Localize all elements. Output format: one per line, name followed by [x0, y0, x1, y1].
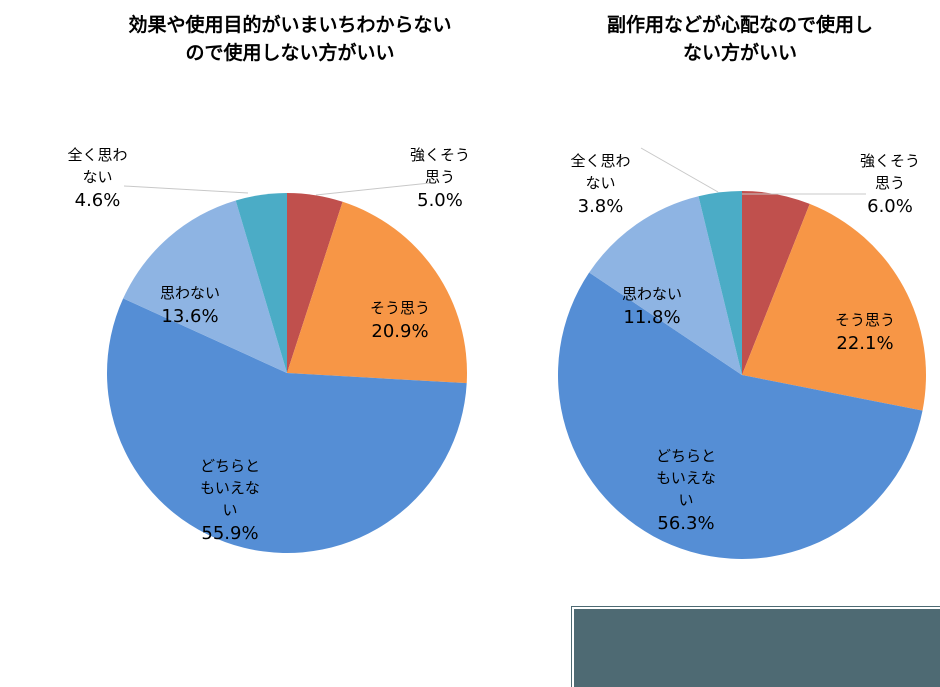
pie-slice-disagree — [123, 200, 287, 373]
label-disagree-left: 思わない 13.6% — [159, 284, 220, 327]
chart-title-right: 副作用などが心配なので使用し ない方がいい — [606, 14, 873, 64]
label-neutral-left: どちらと もいえな い 55.9% — [199, 457, 260, 544]
label-strongly-agree-left: 強くそう 思う 5.0% — [409, 146, 470, 211]
pie-slice-strongly-disagree — [698, 191, 742, 375]
pie-slice-strongly-agree — [287, 193, 343, 373]
leader-line — [123, 185, 249, 194]
leader-line — [315, 182, 431, 196]
label-agree-left: そう思う 20.9% — [369, 299, 430, 342]
label-neutral-right: どちらと もいえな い 56.3% — [655, 447, 716, 534]
pie-slice-disagree — [589, 196, 742, 375]
pie-slice-neutral — [558, 272, 923, 559]
pie-slice-agree — [742, 203, 926, 411]
label-disagree-right: 思わない 11.8% — [621, 285, 682, 328]
pie-slice-agree — [287, 201, 467, 384]
leader-line — [640, 147, 719, 193]
gray-panel-fill — [574, 609, 940, 687]
label-strongly-agree-right: 強くそう 思う 6.0% — [859, 152, 920, 217]
pie-slice-strongly-agree — [742, 191, 810, 375]
label-strongly-disagree-left: 全く思わ ない 4.6% — [67, 146, 128, 211]
gray-panel — [571, 606, 940, 687]
pie-chart-left — [107, 193, 467, 553]
pie-slice-strongly-disagree — [235, 193, 287, 373]
pie-slice-neutral — [107, 298, 467, 553]
label-agree-right: そう思う 22.1% — [834, 311, 895, 354]
chart-title-left: 効果や使用目的がいまいちわからない ので使用しない方がいい — [128, 14, 452, 64]
pie-chart-right — [558, 191, 926, 559]
label-strongly-disagree-right: 全く思わ ない 3.8% — [570, 152, 631, 217]
